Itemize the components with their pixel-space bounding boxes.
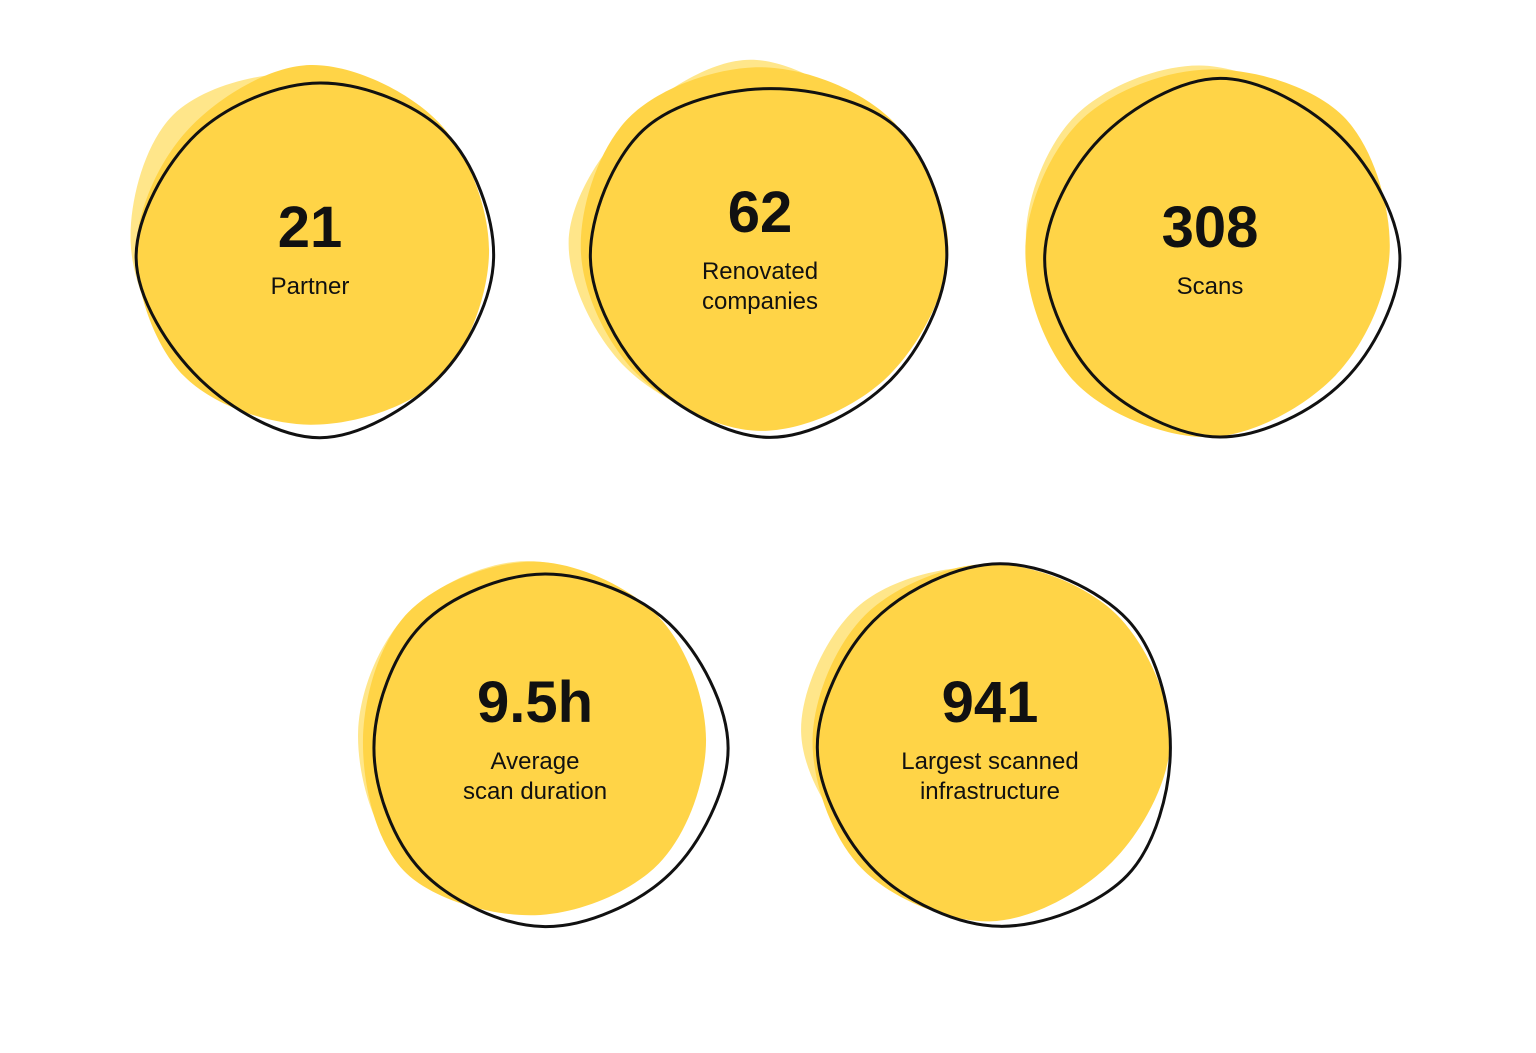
stat-badge: 941 Largest scanned infrastructure — [780, 530, 1200, 950]
stat-text: 62 Renovated companies — [550, 40, 970, 460]
stat-text: 21 Partner — [100, 40, 520, 460]
stat-value: 21 — [278, 198, 343, 259]
stat-label: Average scan duration — [463, 747, 607, 807]
stats-infographic: 21 Partner 62 Renovated companies 308 Scans 9.… — [0, 0, 1536, 1053]
stat-text: 9.5h Average scan duration — [325, 530, 745, 950]
stat-value: 62 — [728, 183, 793, 244]
stat-badge: 21 Partner — [100, 40, 520, 460]
stat-label: Scans — [1177, 272, 1244, 302]
stat-value: 941 — [942, 673, 1039, 734]
stat-value: 9.5h — [477, 673, 593, 734]
stat-label: Partner — [271, 272, 350, 302]
stat-badge: 308 Scans — [1000, 40, 1420, 460]
stat-badge: 62 Renovated companies — [550, 40, 970, 460]
stat-label: Renovated companies — [702, 257, 818, 317]
stat-value: 308 — [1162, 198, 1259, 259]
stat-label: Largest scanned infrastructure — [901, 747, 1078, 807]
stat-text: 941 Largest scanned infrastructure — [780, 530, 1200, 950]
stat-text: 308 Scans — [1000, 40, 1420, 460]
stat-badge: 9.5h Average scan duration — [325, 530, 745, 950]
